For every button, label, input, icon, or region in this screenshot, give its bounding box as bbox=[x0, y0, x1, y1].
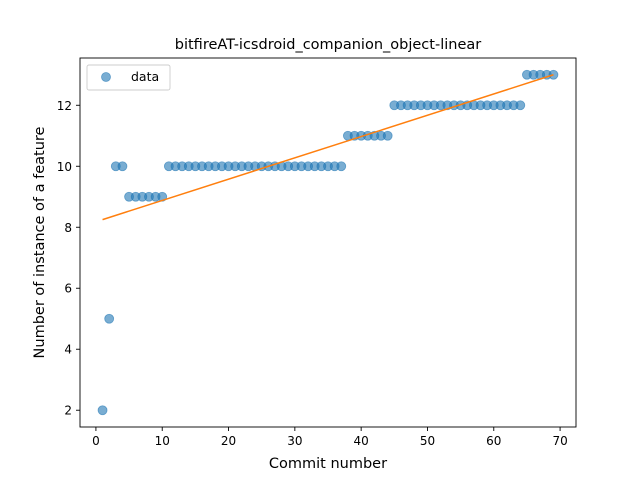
x-tick-label: 70 bbox=[552, 434, 567, 448]
y-axis-label: Number of instance of a feature bbox=[32, 126, 48, 358]
x-tick-label: 0 bbox=[92, 434, 100, 448]
fit-line bbox=[102, 74, 554, 221]
x-tick-label: 50 bbox=[420, 434, 435, 448]
x-tick-label: 30 bbox=[287, 434, 302, 448]
fit-line-group bbox=[102, 74, 554, 221]
y-tick-label: 8 bbox=[64, 221, 72, 235]
data-point bbox=[382, 130, 393, 141]
x-tick-label: 60 bbox=[486, 434, 501, 448]
plot-frame bbox=[79, 57, 577, 428]
chart-title: bitfireAT-icsdroid_companion_object-line… bbox=[175, 37, 481, 53]
x-axis-label: Commit number bbox=[269, 456, 387, 472]
legend: data bbox=[86, 64, 171, 91]
y-tick-label: 12 bbox=[57, 99, 72, 113]
x-tick-label: 40 bbox=[354, 434, 369, 448]
data-point bbox=[515, 100, 526, 111]
y-tick-label: 10 bbox=[57, 160, 72, 174]
y-tick-label: 6 bbox=[64, 282, 72, 296]
data-point bbox=[97, 405, 108, 416]
legend-marker bbox=[101, 72, 111, 82]
y-axis: 2 4 6 8 10 12 bbox=[57, 99, 80, 418]
legend-label: data bbox=[131, 69, 159, 84]
data-point bbox=[336, 161, 347, 172]
plot-area bbox=[80, 58, 576, 427]
data-points bbox=[97, 69, 559, 416]
y-tick-label: 4 bbox=[64, 343, 72, 357]
x-axis: 0 10 20 30 40 50 60 70 bbox=[92, 427, 568, 448]
x-tick-label: 20 bbox=[221, 434, 236, 448]
y-tick-label: 2 bbox=[64, 404, 72, 418]
legend-box bbox=[86, 64, 171, 91]
data-point bbox=[104, 313, 115, 324]
data-point bbox=[117, 161, 128, 172]
x-tick-label: 10 bbox=[155, 434, 170, 448]
